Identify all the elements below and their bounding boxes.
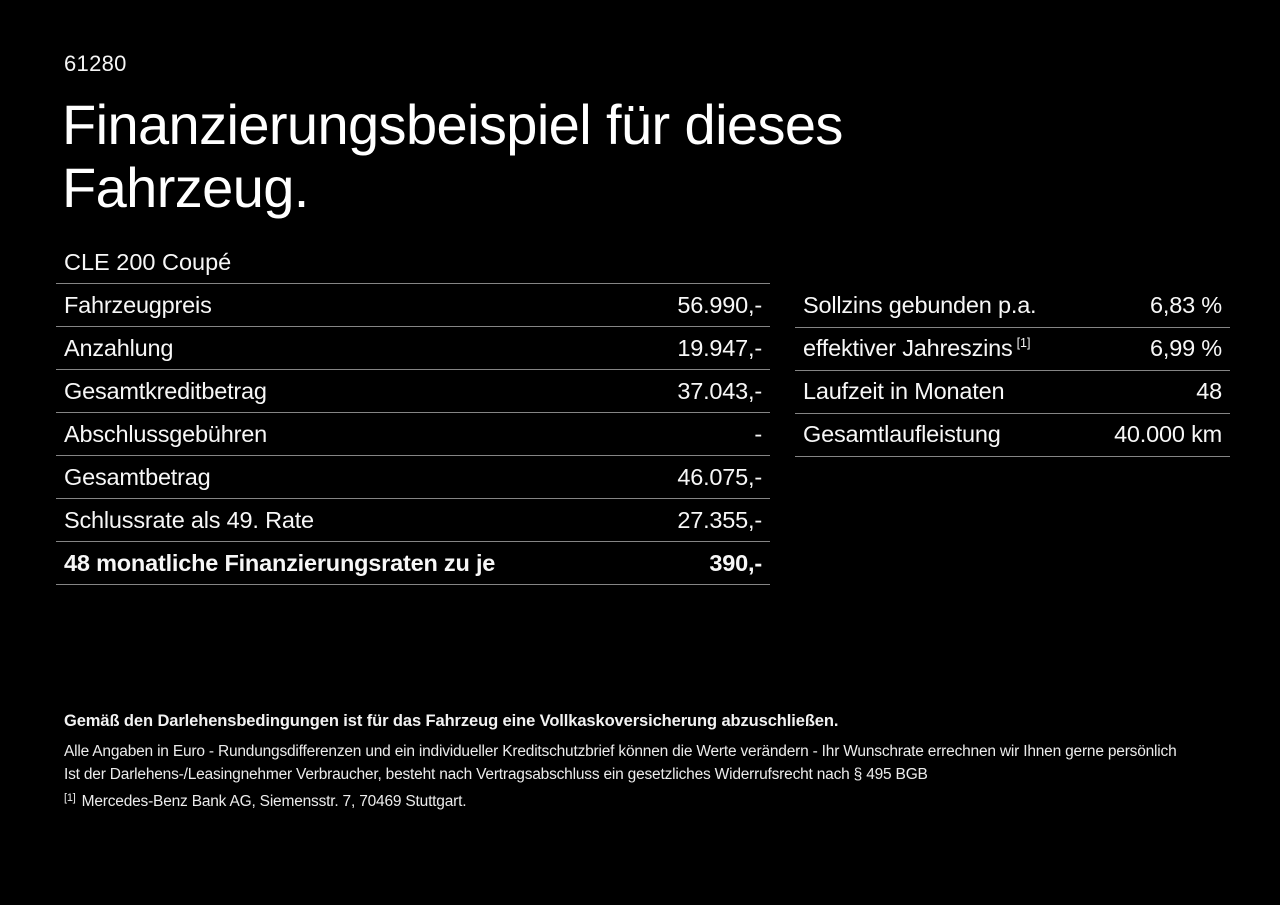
finance-label: 48 monatliche Finanzierungsraten zu je [64, 549, 496, 576]
finance-row-4: Gesamtbetrag 46.075,- [56, 456, 770, 499]
document-code: 61280 [64, 51, 127, 76]
condition-value: 6,99 % [1150, 335, 1222, 361]
disclaimer-line-2: Ist der Darlehens-/Leasingnehmer Verbrau… [64, 765, 928, 783]
footnote-marker: [1] [64, 792, 76, 804]
condition-value: 6,83 % [1150, 292, 1222, 318]
finance-value: 390,- [709, 549, 762, 576]
finance-label: Fahrzeugpreis [64, 291, 212, 318]
condition-label: effektiver Jahreszins [1] [803, 335, 1031, 361]
finance-value: 27.355,- [677, 506, 762, 533]
condition-rows: Sollzins gebunden p.a. 6,83 % effektiver J… [795, 285, 1230, 457]
finance-label: Abschlussgebühren [64, 420, 268, 447]
page-title: Finanzierungsbeispiel für dieses Fahrzeug… [62, 93, 843, 219]
condition-value: 40.000 km [1114, 421, 1222, 447]
disclaimer-line-1: Alle Angaben in Euro - Rundungsdifferenz… [64, 743, 1177, 760]
page-title-line-2: Fahrzeug. [62, 156, 309, 219]
finance-value: 37.043,- [677, 377, 762, 404]
finance-label: Schlussrate als 49. Rate [64, 506, 314, 533]
finance-row-0: Fahrzeugpreis 56.990,- [56, 284, 770, 327]
finance-value: 56.990,- [677, 291, 762, 318]
finance-row-5: Schlussrate als 49. Rate 27.355,- [56, 499, 770, 542]
vehicle-model: CLE 200 Coupé [56, 241, 770, 284]
condition-value: 48 [1196, 378, 1222, 404]
finance-value: 46.075,- [677, 463, 762, 490]
finance-row-2: Gesamtkreditbetrag 37.043,- [56, 370, 770, 413]
insurance-note: Gemäß den Darlehensbedingungen ist für d… [64, 712, 839, 730]
condition-label: Sollzins gebunden p.a. [803, 292, 1037, 318]
footnote-reference: [1] [1016, 336, 1031, 351]
finance-tables: CLE 200 Coupé Fahrzeugpreis 56.990,- Anzah… [56, 241, 1230, 585]
finance-label: Gesamtbetrag [64, 463, 211, 490]
condition-row-1: effektiver Jahreszins [1] 6,99 % [795, 328, 1230, 371]
condition-row-0: Sollzins gebunden p.a. 6,83 % [795, 285, 1230, 328]
condition-label: Laufzeit in Monaten [803, 378, 1005, 404]
footnote-text: Mercedes-Benz Bank AG, Siemensstr. 7, 70… [81, 793, 467, 810]
condition-label: Gesamtlaufleistung [803, 421, 1001, 447]
finance-value: 19.947,- [677, 334, 762, 361]
condition-row-3: Gesamtlaufleistung 40.000 km [795, 414, 1230, 457]
finance-row-1: Anzahlung 19.947,- [56, 327, 770, 370]
finance-label: Anzahlung [64, 334, 174, 361]
finance-row-6: 48 monatliche Finanzierungsraten zu je 39… [56, 542, 770, 585]
finance-table: CLE 200 Coupé Fahrzeugpreis 56.990,- Anzah… [56, 241, 770, 585]
finance-value: - [754, 420, 762, 447]
finance-rows: Fahrzeugpreis 56.990,- Anzahlung 19.947,- Ge… [56, 284, 770, 585]
finance-label: Gesamtkreditbetrag [64, 377, 267, 404]
condition-row-2: Laufzeit in Monaten 48 [795, 371, 1230, 414]
conditions-table: Sollzins gebunden p.a. 6,83 % effektiver J… [795, 285, 1230, 586]
footer: Gemäß den Darlehensbedingungen ist für d… [64, 712, 1177, 811]
finance-row-3: Abschlussgebühren - [56, 413, 770, 456]
footnote: [1] Mercedes-Benz Bank AG, Siemensstr. 7,… [64, 792, 1177, 811]
page-title-line-1: Finanzierungsbeispiel für dieses [62, 93, 843, 156]
